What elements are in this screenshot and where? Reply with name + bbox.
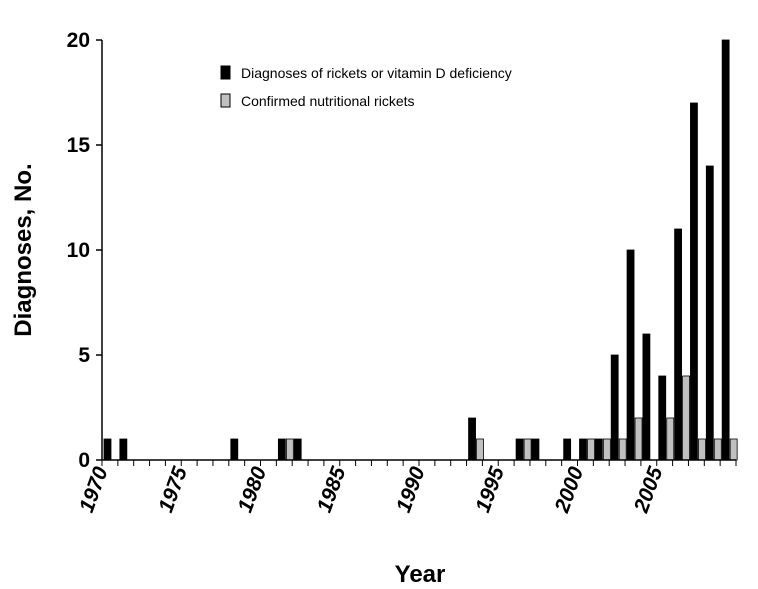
x-tick-label: 2000: [550, 464, 588, 517]
bar-series2-2009: [729, 438, 738, 461]
y-tick-label: 0: [78, 449, 90, 472]
bar-series1-1970: [103, 438, 112, 461]
x-tick-label: 1975: [154, 464, 192, 516]
x-tick-label: 1980: [234, 464, 272, 516]
bar-series1-1978: [230, 438, 239, 461]
bar-series2-1993: [476, 438, 484, 461]
legend-label: Confirmed nutritional rickets: [241, 93, 415, 109]
bar-series2-2008: [713, 438, 722, 461]
bar-series1-2002: [610, 354, 619, 461]
bar-series2-2003: [634, 417, 643, 461]
legend-swatch: [220, 93, 231, 108]
bar-series1-1981: [277, 438, 286, 461]
bar-series2-2005: [666, 417, 675, 461]
bar-series1-2009: [721, 39, 730, 461]
y-tick-label: 15: [67, 134, 91, 157]
y-tick-label: 10: [67, 239, 90, 262]
bar-series2-1981: [285, 438, 294, 461]
bar-series1-2000: [579, 438, 587, 461]
bar-series1-1999: [563, 438, 572, 461]
bar-series2-2007: [698, 438, 706, 461]
bar-series2-2002: [618, 438, 627, 461]
bar-series1-2005: [658, 375, 667, 461]
x-ticks: 1970 1975 1980 1985 1990 1995 2000 2005: [75, 460, 737, 517]
bar-series1-2003: [626, 249, 635, 461]
bar-series1-1982: [293, 438, 302, 461]
y-ticks: 0 5 10 15 20: [67, 29, 102, 472]
bar-series1-2006: [674, 228, 682, 461]
bars-layer: [103, 39, 738, 461]
x-tick-label: 2005: [630, 464, 668, 517]
x-tick-label: 1990: [392, 464, 430, 516]
bar-series1-1996: [515, 438, 524, 461]
x-tick-label: 1985: [313, 464, 351, 516]
bar-series1-1997: [531, 438, 540, 461]
y-axis-title: Diagnoses, No.: [10, 163, 37, 336]
bar-series2-2000: [587, 438, 595, 461]
x-tick-label: 1995: [471, 464, 509, 516]
bar-series1-1971: [119, 438, 128, 461]
bar-series2-2006: [682, 375, 690, 461]
bar-series1-2007: [690, 102, 698, 461]
bar-series1-1993: [468, 417, 476, 461]
bar-series1-2008: [705, 165, 714, 461]
bar-series1-2001: [594, 438, 603, 461]
legend-label: Diagnoses of rickets or vitamin D defici…: [241, 65, 512, 81]
legend: Diagnoses of rickets or vitamin D defici…: [220, 65, 512, 109]
legend-swatch: [220, 65, 231, 80]
y-tick-label: 20: [67, 29, 90, 52]
bar-series2-2001: [602, 438, 611, 461]
y-tick-label: 5: [78, 344, 90, 367]
bar-series1-2004: [642, 333, 651, 461]
x-axis-title: Year: [395, 561, 446, 588]
bar-series2-1996: [523, 438, 532, 461]
